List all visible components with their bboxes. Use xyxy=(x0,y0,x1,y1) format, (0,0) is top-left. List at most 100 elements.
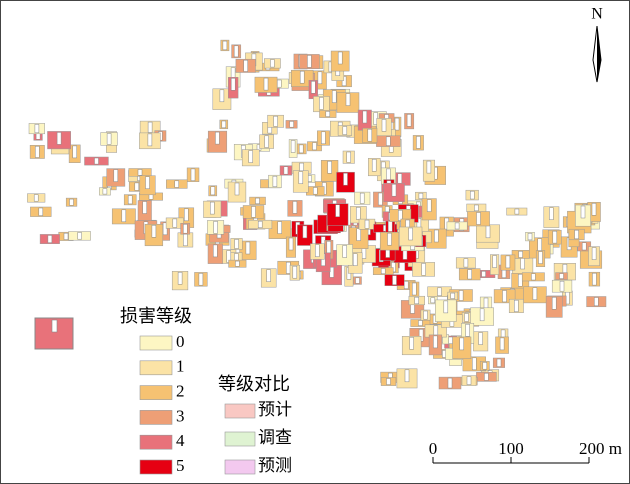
building-bar xyxy=(481,271,486,277)
building-bar xyxy=(235,260,240,267)
building-bar xyxy=(426,199,432,212)
building-bar xyxy=(472,357,477,371)
building-bar xyxy=(499,337,505,351)
building-bar xyxy=(219,89,225,103)
building-bar xyxy=(465,324,470,337)
building-bar xyxy=(298,171,304,184)
building-bar xyxy=(414,296,419,305)
building-bar xyxy=(151,225,157,238)
building-bar xyxy=(302,225,308,239)
building-bar xyxy=(307,55,312,68)
building-bar xyxy=(345,93,351,106)
building-bar xyxy=(467,269,472,280)
building-bar xyxy=(174,180,179,188)
building-bar xyxy=(326,241,332,254)
building-bar xyxy=(476,212,481,225)
building-bar xyxy=(404,369,410,383)
building-bar xyxy=(470,190,475,200)
building-bar xyxy=(409,337,414,350)
building-bar xyxy=(298,144,304,154)
building-bar xyxy=(482,362,488,370)
building-bar xyxy=(412,282,417,296)
building-bar xyxy=(386,378,391,385)
building-bar xyxy=(47,235,53,243)
building-bar xyxy=(77,232,82,240)
building-bar xyxy=(292,265,298,279)
building-bar xyxy=(538,251,543,264)
legend-swatch xyxy=(139,434,173,450)
building-bar xyxy=(594,297,599,307)
legend-label: 1 xyxy=(176,357,185,376)
building-bar xyxy=(321,131,326,145)
scale-label: 200 m xyxy=(579,439,622,458)
building-bar xyxy=(147,133,153,147)
building-bar xyxy=(356,207,361,220)
legend-label: 5 xyxy=(176,456,185,475)
building-bar xyxy=(184,208,189,222)
comparison-swatch xyxy=(224,459,256,475)
building-bar xyxy=(479,308,485,322)
building-bar xyxy=(315,244,320,257)
building-bar xyxy=(367,128,373,142)
building-bar xyxy=(312,142,317,151)
building-bar xyxy=(426,160,432,174)
building-bar xyxy=(56,132,62,145)
building-bar xyxy=(580,205,586,219)
building-bar xyxy=(335,204,340,217)
building-bar xyxy=(474,204,479,212)
comparison-title: 等级对比 xyxy=(218,374,290,394)
building-bar xyxy=(145,176,150,189)
scale-label: 0 xyxy=(429,439,438,458)
building-bar xyxy=(496,358,502,367)
building-bar xyxy=(514,208,520,215)
building-bar xyxy=(313,187,318,195)
scale-label: 100 xyxy=(498,439,524,458)
building-bar xyxy=(72,145,77,159)
building-bar xyxy=(355,277,360,284)
building-bar xyxy=(311,81,316,94)
buildings xyxy=(27,39,607,390)
building-bar xyxy=(342,126,348,135)
building-bar xyxy=(378,192,383,206)
building-bar xyxy=(505,255,511,269)
building-bar xyxy=(549,207,554,220)
building-bar xyxy=(342,245,347,258)
building-bar xyxy=(466,376,472,385)
building-bar xyxy=(51,319,58,333)
building-bar xyxy=(520,256,525,270)
building-bar xyxy=(423,310,428,320)
legend-swatch xyxy=(139,459,173,475)
building-bar xyxy=(94,157,99,165)
building-bar xyxy=(463,258,469,268)
building-bar xyxy=(437,287,442,296)
building-bar xyxy=(532,287,538,300)
building-bar xyxy=(559,273,564,279)
building-bar xyxy=(210,186,216,196)
legend-title: 损害等级 xyxy=(120,306,192,326)
building-bar xyxy=(292,201,298,214)
building-bar xyxy=(35,146,40,158)
building-bar xyxy=(113,169,119,182)
building-bar xyxy=(454,222,460,230)
building-bar xyxy=(134,182,140,191)
building-bar xyxy=(251,206,256,218)
building-bar xyxy=(121,209,127,223)
building-bar xyxy=(391,183,397,197)
building-bar xyxy=(317,71,323,85)
legend-swatch xyxy=(139,360,173,376)
legend-swatch xyxy=(139,385,173,400)
legend-label: 0 xyxy=(176,332,185,351)
north-arrow-fill xyxy=(597,26,601,82)
building-bar xyxy=(341,76,347,87)
building-bar xyxy=(518,251,523,258)
building-bar xyxy=(459,337,464,351)
building-bar xyxy=(286,261,291,274)
legend-swatch xyxy=(139,335,173,351)
building-bar xyxy=(162,222,168,236)
building-bar xyxy=(69,198,74,206)
building-bar xyxy=(198,273,204,286)
building-bar xyxy=(434,229,439,243)
building-bar xyxy=(102,188,108,195)
legend-label: 2 xyxy=(176,382,185,401)
building-bar xyxy=(443,300,449,314)
